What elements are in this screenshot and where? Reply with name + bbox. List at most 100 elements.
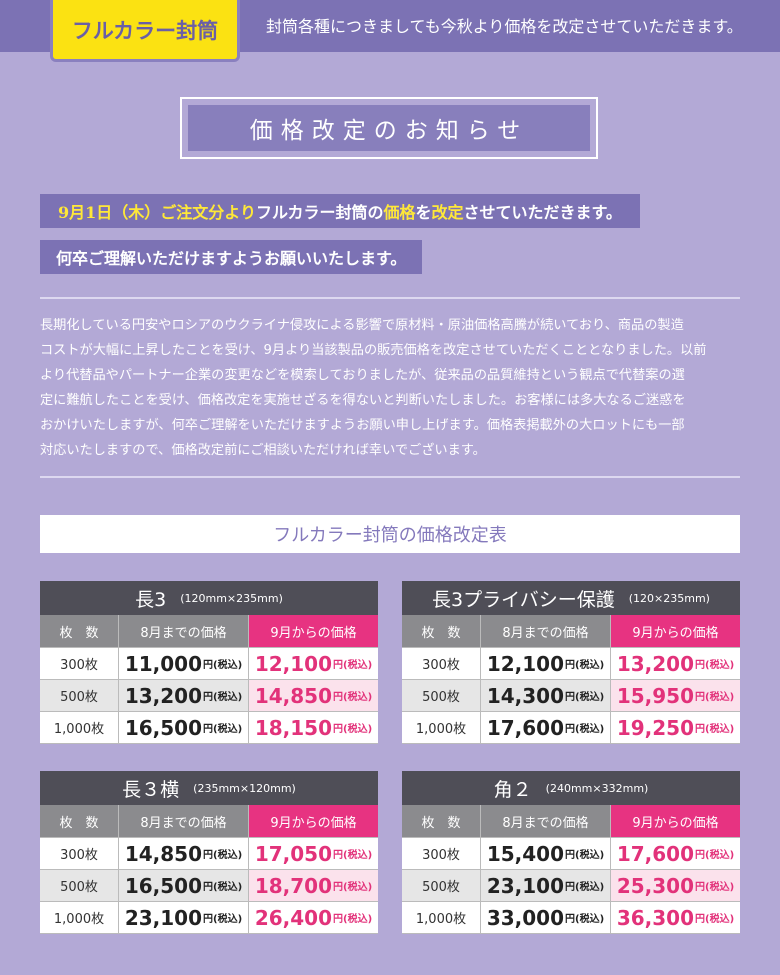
table-column-headers: 枚 数 8月までの価格 9月からの価格 <box>402 805 740 838</box>
qty-cell: 300枚 <box>402 648 480 679</box>
old-price-cell: 16,500 円(税込) <box>118 712 248 743</box>
price-unit: 円(税込) <box>203 882 243 893</box>
qty-cell: 300枚 <box>40 838 118 869</box>
col-header-qty: 枚 数 <box>40 615 118 647</box>
table-row: 500枚 16,500 円(税込) 18,700 円(税込) <box>40 870 378 902</box>
old-price-cell: 17,600 円(税込) <box>480 712 610 743</box>
old-price-cell: 14,300 円(税込) <box>480 680 610 711</box>
page-title-box: 価格改定のお知らせ <box>180 97 598 159</box>
table-product-size: (240mm×332mm) <box>545 781 649 795</box>
col-header-old-price: 8月までの価格 <box>480 615 610 647</box>
old-price-value: 13,200 <box>124 683 203 708</box>
qty-cell: 1,000枚 <box>402 902 480 933</box>
table-header: 長３横 (235mm×120mm) <box>40 771 378 805</box>
col-header-old-price: 8月までの価格 <box>480 805 610 837</box>
col-header-new-price: 9月からの価格 <box>610 615 740 647</box>
old-price-cell: 23,100 円(税込) <box>118 902 248 933</box>
price-unit: 円(税込) <box>565 660 605 671</box>
body-line: 長期化している円安やロシアのウクライナ侵攻による影響で原材料・原油価格高騰が続い… <box>40 318 684 333</box>
qty-cell: 1,000枚 <box>402 712 480 743</box>
price-unit: 円(税込) <box>565 724 605 735</box>
old-price-value: 17,600 <box>486 715 565 740</box>
old-price-value: 14,300 <box>486 683 565 708</box>
announcement-text-e: させていただきます。 <box>463 203 622 222</box>
price-unit: 円(税込) <box>333 850 373 861</box>
price-unit: 円(税込) <box>695 914 735 925</box>
new-price-cell: 25,300 円(税込) <box>610 870 740 901</box>
col-header-old-price: 8月までの価格 <box>118 805 248 837</box>
old-price-value: 23,100 <box>486 873 565 898</box>
body-line: より代替品やパートナー企業の変更などを模索しておりましたが、従来品の品質維持とい… <box>40 368 685 383</box>
table-header: 長3プライバシー保護 (120×235mm) <box>402 581 740 615</box>
old-price-value: 23,100 <box>124 905 203 930</box>
announcement-date: 9月1日（木）ご注文分より <box>58 203 256 222</box>
qty-cell: 1,000枚 <box>40 902 118 933</box>
table-row: 300枚 15,400 円(税込) 17,600 円(税込) <box>402 838 740 870</box>
new-price-value: 18,700 <box>254 873 333 898</box>
table-product-size: (235mm×120mm) <box>193 781 296 795</box>
price-unit: 円(税込) <box>203 724 243 735</box>
old-price-value: 16,500 <box>124 873 203 898</box>
new-price-cell: 18,700 円(税込) <box>248 870 378 901</box>
table-row: 300枚 12,100 円(税込) 13,200 円(税込) <box>402 648 740 680</box>
old-price-value: 15,400 <box>486 841 565 866</box>
divider-top <box>40 297 740 299</box>
table-product-name: 長3 <box>135 588 167 611</box>
old-price-value: 12,100 <box>486 651 565 676</box>
col-header-new-price: 9月からの価格 <box>610 805 740 837</box>
new-price-cell: 12,100 円(税込) <box>248 648 378 679</box>
price-unit: 円(税込) <box>565 914 605 925</box>
col-header-new-price: 9月からの価格 <box>248 805 378 837</box>
announcement-text-c: を <box>415 203 432 222</box>
old-price-cell: 12,100 円(税込) <box>480 648 610 679</box>
col-header-qty: 枚 数 <box>402 805 480 837</box>
new-price-cell: 36,300 円(税込) <box>610 902 740 933</box>
old-price-value: 11,000 <box>124 651 203 676</box>
qty-cell: 1,000枚 <box>40 712 118 743</box>
price-table-kaku2: 角２ (240mm×332mm) 枚 数 8月までの価格 9月からの価格 300枚 15,4… <box>402 771 740 934</box>
price-unit: 円(税込) <box>203 692 243 703</box>
announcement-line-1: 9月1日（木）ご注文分より フルカラー封筒の 価格 を 改定 させていただきます… <box>40 194 640 228</box>
table-row: 1,000枚 16,500 円(税込) 18,150 円(税込) <box>40 712 378 744</box>
price-unit: 円(税込) <box>565 882 605 893</box>
new-price-cell: 18,150 円(税込) <box>248 712 378 743</box>
new-price-cell: 19,250 円(税込) <box>610 712 740 743</box>
table-column-headers: 枚 数 8月までの価格 9月からの価格 <box>402 615 740 648</box>
col-header-qty: 枚 数 <box>402 615 480 647</box>
new-price-cell: 15,950 円(税込) <box>610 680 740 711</box>
table-row: 500枚 14,300 円(税込) 15,950 円(税込) <box>402 680 740 712</box>
new-price-value: 13,200 <box>616 651 695 676</box>
table-row: 300枚 11,000 円(税込) 12,100 円(税込) <box>40 648 378 680</box>
announcement-highlight-price: 価格 <box>383 203 416 222</box>
price-unit: 円(税込) <box>203 660 243 671</box>
table-product-size: (120×235mm) <box>628 591 710 605</box>
col-header-qty: 枚 数 <box>40 805 118 837</box>
price-unit: 円(税込) <box>333 724 373 735</box>
old-price-value: 14,850 <box>124 841 203 866</box>
table-product-size: (120mm×235mm) <box>180 591 283 605</box>
body-line: おかけいたしますが、何卒ご理解をいただけますようお願い申し上げます。価格表掲載外… <box>40 418 685 433</box>
new-price-value: 15,950 <box>616 683 695 708</box>
price-table-title: フルカラー封筒の価格改定表 <box>40 515 740 553</box>
price-table-naga3: 長3 (120mm×235mm) 枚 数 8月までの価格 9月からの価格 300枚 11,0… <box>40 581 378 744</box>
price-unit: 円(税込) <box>695 850 735 861</box>
price-unit: 円(税込) <box>333 660 373 671</box>
body-line: 対応いたしますので、価格改定前にご相談いただければ幸いでございます。 <box>40 443 486 458</box>
table-column-headers: 枚 数 8月までの価格 9月からの価格 <box>40 615 378 648</box>
new-price-value: 19,250 <box>616 715 695 740</box>
product-tag: フルカラー封筒 <box>50 0 240 62</box>
price-unit: 円(税込) <box>333 882 373 893</box>
table-column-headers: 枚 数 8月までの価格 9月からの価格 <box>40 805 378 838</box>
price-unit: 円(税込) <box>203 850 243 861</box>
body-line: コストが大幅に上昇したことを受け、9月より当該製品の販売価格を改定させていただく… <box>40 343 707 358</box>
table-header: 角２ (240mm×332mm) <box>402 771 740 805</box>
table-header: 長3 (120mm×235mm) <box>40 581 378 615</box>
qty-cell: 500枚 <box>40 870 118 901</box>
old-price-cell: 15,400 円(税込) <box>480 838 610 869</box>
old-price-cell: 16,500 円(税込) <box>118 870 248 901</box>
table-row: 300枚 14,850 円(税込) 17,050 円(税込) <box>40 838 378 870</box>
new-price-value: 25,300 <box>616 873 695 898</box>
old-price-value: 33,000 <box>486 905 565 930</box>
new-price-value: 17,050 <box>254 841 333 866</box>
body-text: 長期化している円安やロシアのウクライナ侵攻による影響で原材料・原油価格高騰が続い… <box>40 313 742 463</box>
